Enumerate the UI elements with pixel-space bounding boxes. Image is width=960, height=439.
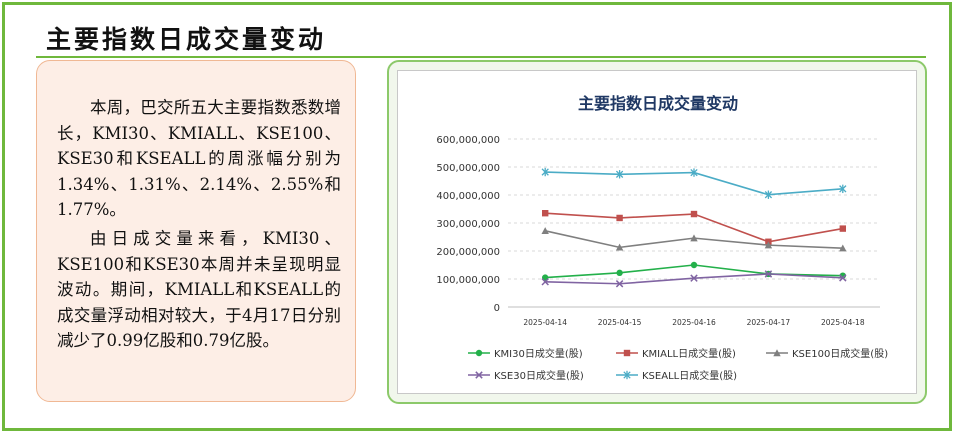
legend-label: KMI30日成交量(股) xyxy=(494,347,583,360)
legend-item: KMIALL日成交量(股) xyxy=(616,347,736,360)
legend-item: KSEALL日成交量(股) xyxy=(616,369,737,382)
data-point xyxy=(541,278,549,286)
chart-area: 主要指数日成交量变动 0 100,000,000 200,000,000 300,00… xyxy=(397,70,917,394)
data-point xyxy=(615,170,624,179)
y-tick-label: 300,000,000 xyxy=(436,219,500,230)
summary-paragraph-2: 由日成交量来看，KMI30、KSE100和KSE30本周并未呈现明显波动。期间，… xyxy=(57,228,341,351)
legend-swatch-marker xyxy=(623,370,631,380)
legend-label: KMIALL日成交量(股) xyxy=(642,347,736,360)
data-point xyxy=(616,269,623,277)
x-tick-label: 2025-04-17 xyxy=(747,318,791,327)
legend-swatch-marker xyxy=(475,371,483,379)
y-tick-label: 500,000,000 xyxy=(436,163,500,174)
data-point xyxy=(541,227,549,235)
summary-paragraph-1: 本周，巴交所五大主要指数悉数增长，KMI30、KMIALL、KSE100、KSE… xyxy=(57,98,341,220)
chart-panel: 主要指数日成交量变动 0 100,000,000 200,000,000 300,00… xyxy=(387,60,927,404)
legend-label: KSE100日成交量(股) xyxy=(792,347,888,360)
data-point xyxy=(839,225,846,232)
legend-label: KSE30日成交量(股) xyxy=(494,369,584,382)
data-point xyxy=(690,210,698,218)
x-tick-label: 2025-04-15 xyxy=(598,318,642,327)
data-point xyxy=(764,270,773,278)
data-point xyxy=(615,243,624,251)
data-point xyxy=(542,210,549,217)
legend-swatch-marker xyxy=(475,349,483,357)
y-tick-label: 400,000,000 xyxy=(436,191,500,202)
legend-item: KMI30日成交量(股) xyxy=(468,347,583,360)
data-point xyxy=(615,280,624,288)
x-tick-label: 2025-04-16 xyxy=(672,318,716,327)
data-point xyxy=(690,168,698,177)
data-point xyxy=(690,274,698,282)
line-chart: 主要指数日成交量变动 0 100,000,000 200,000,000 300,00… xyxy=(436,94,888,382)
data-point xyxy=(690,234,698,242)
y-tick-label: 0 xyxy=(494,303,500,314)
data-point xyxy=(541,167,549,177)
slide-frame xyxy=(2,2,952,431)
legend-item: KSE30日成交量(股) xyxy=(468,369,584,382)
x-tick-label: 2025-04-18 xyxy=(821,318,865,327)
y-tick-label: 100,000,000 xyxy=(436,275,500,286)
title-divider xyxy=(36,56,926,58)
data-point xyxy=(690,261,698,269)
data-point xyxy=(764,190,773,199)
data-point xyxy=(839,184,847,194)
data-point xyxy=(839,274,847,282)
chart-title: 主要指数日成交量变动 xyxy=(578,94,738,113)
series-3 xyxy=(541,270,847,288)
data-point xyxy=(839,244,847,252)
x-tick-label: 2025-04-14 xyxy=(523,318,567,327)
data-point xyxy=(764,241,773,249)
legend-swatch-marker xyxy=(623,349,631,357)
legend-label: KSEALL日成交量(股) xyxy=(642,369,737,382)
y-tick-label: 600,000,000 xyxy=(436,135,500,146)
legend-item: KSE100日成交量(股) xyxy=(766,347,888,360)
summary-text-panel: 本周，巴交所五大主要指数悉数增长，KMI30、KMIALL、KSE100、KSE… xyxy=(36,60,356,402)
data-point xyxy=(616,214,623,222)
y-tick-label: 200,000,000 xyxy=(436,247,500,258)
page-title: 主要指数日成交量变动 xyxy=(46,25,327,54)
series-2 xyxy=(541,227,847,252)
series-4 xyxy=(541,167,847,199)
legend-swatch-marker xyxy=(773,349,781,357)
